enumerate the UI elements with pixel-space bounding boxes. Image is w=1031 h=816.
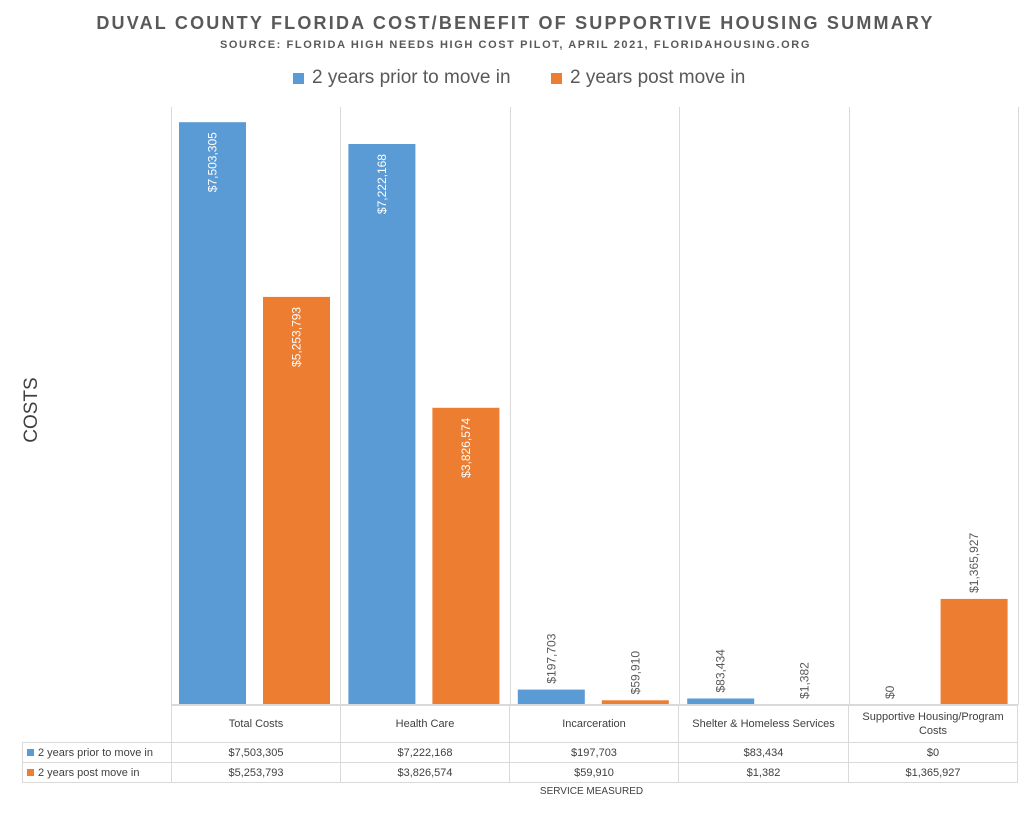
table-row-prior: 2 years prior to move in $7,503,305 $7,2… xyxy=(22,742,1018,763)
legend-item-post: 2 years post move in xyxy=(551,67,745,89)
data-label: $7,503,305 xyxy=(206,132,220,192)
table-cell: $5,253,793 xyxy=(171,762,341,783)
category-label: Health Care xyxy=(340,705,510,743)
legend-swatch-prior xyxy=(293,72,304,84)
chart-title: DUVAL COUNTY FLORIDA COST/BENEFIT OF SUP… xyxy=(96,13,935,33)
plot-area: $7,503,305 $7,222,168 $197,703 $83,434 $0 $5,… xyxy=(171,107,1019,705)
bar-post xyxy=(432,407,500,705)
legend-label-post: 2 years post move in xyxy=(570,67,746,88)
table-cell: $1,382 xyxy=(678,762,849,783)
category-row: Total Costs Health Care Incarceration Sh… xyxy=(22,705,1018,743)
legend-item-prior: 2 years prior to move in xyxy=(293,67,511,89)
chart-subtitle: SOURCE: FLORIDA HIGH NEEDS HIGH COST PIL… xyxy=(219,39,812,51)
legend-label-prior: 2 years prior to move in xyxy=(312,67,511,88)
bar-prior xyxy=(687,698,755,705)
table-cell: $0 xyxy=(848,742,1018,763)
data-label: $3,826,574 xyxy=(459,417,473,477)
data-label: $59,910 xyxy=(628,651,642,695)
table-cell: $7,503,305 xyxy=(171,742,341,763)
table-cell: $197,703 xyxy=(509,742,679,763)
data-table: Total Costs Health Care Incarceration Sh… xyxy=(22,705,1018,783)
legend-swatch-post xyxy=(551,72,562,84)
table-row-header: 2 years post move in xyxy=(22,762,172,783)
table-cell: $3,826,574 xyxy=(340,762,510,783)
table-cell: $83,434 xyxy=(678,742,849,763)
bar-post xyxy=(601,700,669,705)
data-label: $0 xyxy=(883,685,897,699)
category-label: Supportive Housing/Program Costs xyxy=(848,705,1018,743)
table-cell: $7,222,168 xyxy=(340,742,510,763)
data-label: $5,253,793 xyxy=(290,307,304,367)
bar-prior xyxy=(179,122,246,705)
table-cell: $1,365,927 xyxy=(848,762,1018,783)
bar-post xyxy=(263,296,330,705)
legend-key-post xyxy=(27,768,34,776)
table-corner xyxy=(22,705,172,743)
series-name: 2 years prior to move in xyxy=(38,746,153,759)
x-axis-label: SERVICE MEASURED xyxy=(539,786,644,797)
legend-key-prior xyxy=(27,748,34,756)
category-label: Total Costs xyxy=(171,705,341,743)
legend: 2 years prior to move in 2 years post mo… xyxy=(0,67,1031,93)
data-label: $197,703 xyxy=(544,633,558,683)
bar-prior xyxy=(517,689,585,705)
table-cell: $59,910 xyxy=(509,762,679,783)
data-label: $7,222,168 xyxy=(375,154,389,214)
data-label: $83,434 xyxy=(714,649,728,693)
category-label: Incarceration xyxy=(509,705,679,743)
table-row-header: 2 years prior to move in xyxy=(22,742,172,763)
bar-prior xyxy=(348,144,416,705)
data-label: $1,382 xyxy=(798,662,812,699)
category-label: Shelter & Homeless Services xyxy=(678,705,849,743)
data-label: $1,365,927 xyxy=(967,533,981,593)
table-row-post: 2 years post move in $5,253,793 $3,826,5… xyxy=(22,762,1018,783)
series-name: 2 years post move in xyxy=(38,766,140,779)
bar-post xyxy=(940,598,1008,705)
